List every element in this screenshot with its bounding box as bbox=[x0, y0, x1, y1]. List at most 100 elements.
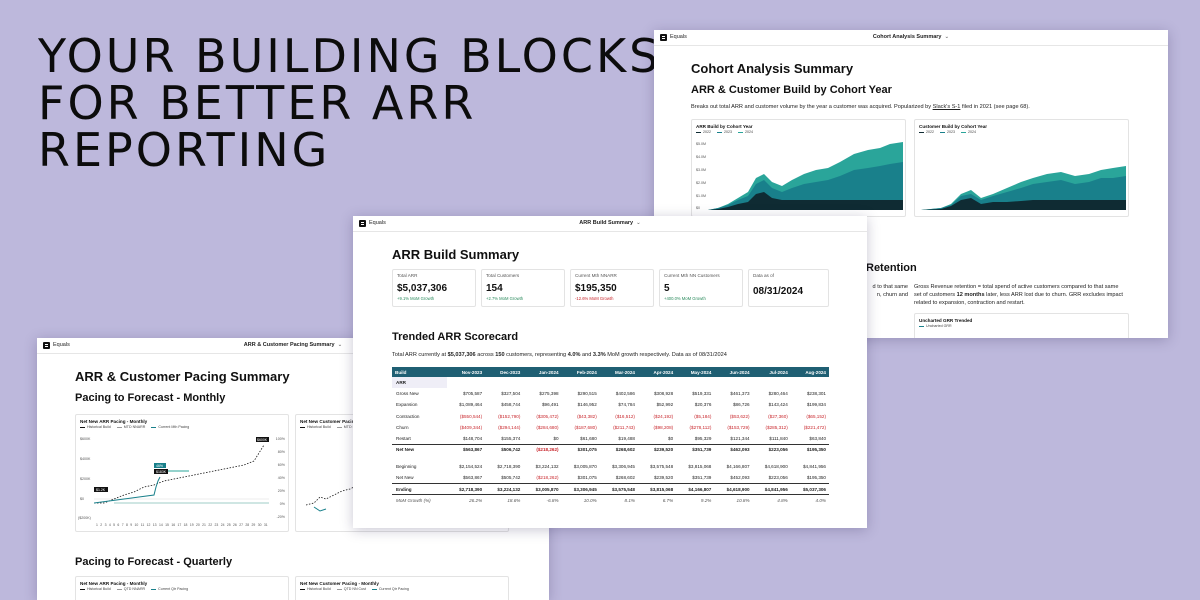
page-selector[interactable]: Cohort Analysis Summary ⌄ bbox=[654, 34, 1168, 40]
table-cell: ($153,729) bbox=[727, 424, 750, 430]
table-cell: $506,742 bbox=[485, 443, 524, 456]
table-cell: $199,834 bbox=[806, 402, 826, 408]
chart-title: Net New ARR Pacing - Monthly bbox=[80, 419, 148, 424]
nnarr-pacing-chart: Net New ARR Pacing - Monthly Historical … bbox=[75, 414, 289, 532]
table-cell: $3,306,945 bbox=[561, 483, 600, 496]
slack-s1-link[interactable]: Slack's S-1 bbox=[932, 104, 961, 110]
table-cell: ($218,262) bbox=[536, 475, 559, 481]
app-name: Equals bbox=[53, 342, 70, 348]
y-tick: ($200K) bbox=[78, 516, 91, 520]
table-cell bbox=[676, 377, 715, 389]
table-cell: $268,602 bbox=[599, 443, 638, 456]
table-row: Gross New $705,587 $327,504 $275,398 $290,51… bbox=[392, 388, 829, 399]
kpi-label: Current Mth NNARR bbox=[575, 273, 617, 278]
table-header-row: Build Nov-2023 Dec-2023 Jan-2024 Feb-2024 Mar… bbox=[392, 367, 829, 377]
table-cell: 10.0% bbox=[583, 498, 597, 504]
app-name: Equals bbox=[670, 34, 687, 40]
table-cell: $143,424 bbox=[768, 402, 788, 408]
x-tick: 19 bbox=[189, 523, 194, 527]
x-tick: 28 bbox=[245, 523, 250, 527]
chart-title: Uncharted GRR Trended bbox=[919, 318, 973, 323]
table-cell: $3,815,068 bbox=[637, 483, 677, 496]
table-cell: $223,056 bbox=[752, 443, 791, 456]
table-cell: $239,520 bbox=[637, 443, 677, 456]
table-cell: ($187,680) bbox=[574, 424, 597, 430]
table-row: Restart $148,704 $155,374 $0 $61,680 $19,488 $… bbox=[392, 433, 829, 444]
page-selector[interactable]: ARR Build Summary ⌄ bbox=[353, 220, 867, 226]
headline-line-1: YOUR BUILDING BLOCKS bbox=[38, 29, 662, 83]
table-cell: ($43,382) bbox=[577, 413, 597, 419]
y-tick: $0 bbox=[80, 497, 84, 501]
table-cell: ($65,152) bbox=[806, 413, 826, 419]
headline-line-3: REPORTING bbox=[38, 123, 331, 177]
table-row: Contraction ($550,544) ($152,790) ($305,472… bbox=[392, 411, 829, 422]
y2-tick: 20% bbox=[277, 489, 285, 493]
retention-left-fragment: d to that same n, churn and bbox=[854, 283, 908, 299]
y2-tick: 0% bbox=[279, 502, 285, 506]
x-tick: 21 bbox=[202, 523, 206, 527]
summary-arr-growth: 4.0% bbox=[567, 352, 581, 358]
x-tick: 6 bbox=[117, 523, 120, 527]
page-selector[interactable]: ARR & Customer Pacing Summary ⌄ bbox=[37, 342, 549, 348]
table-cell: ($278,112) bbox=[689, 424, 712, 430]
table-cell: $223,056 bbox=[768, 475, 788, 481]
table-cell: ($550,544) bbox=[459, 413, 483, 419]
row-label: Restart bbox=[396, 435, 411, 441]
summary-text: and bbox=[580, 352, 593, 358]
section-label: ARR bbox=[392, 377, 447, 389]
y-tick: $2.0M bbox=[696, 181, 706, 185]
table-cell: ($27,360) bbox=[768, 413, 788, 419]
row-label: MoM Growth (%) bbox=[396, 498, 431, 504]
chevron-down-icon: ⌄ bbox=[636, 220, 641, 226]
table-cell bbox=[637, 377, 677, 389]
chart-title: Customer Build by Cohort Year bbox=[919, 124, 988, 129]
x-tick: 7 bbox=[121, 523, 124, 527]
table-cell: $195,350 bbox=[790, 443, 829, 456]
x-tick: 13 bbox=[152, 523, 157, 527]
table-cell bbox=[485, 377, 524, 389]
table-cell: $268,602 bbox=[615, 475, 635, 481]
legend-2023: 2023 bbox=[947, 130, 955, 134]
x-tick: 24 bbox=[220, 523, 225, 527]
ending-row: Ending $2,718,390 $3,224,132 $3,005,870 $3,3… bbox=[392, 483, 829, 496]
x-tick: 16 bbox=[171, 523, 176, 527]
arr-titlebar: Equals ARR Build Summary ⌄ bbox=[353, 216, 867, 232]
legend-pacing: Current Mth Pacing bbox=[158, 425, 190, 429]
mom-growth-row: MoM Growth (%) 26.2% 18.6% -6.8% 10.0% 8.1% 6.… bbox=[392, 495, 829, 506]
x-tick: 23 bbox=[214, 523, 219, 527]
table-cell: $3,224,132 bbox=[485, 483, 524, 496]
column-header: Mar-2024 bbox=[599, 367, 638, 377]
y2-tick: 60% bbox=[277, 463, 285, 467]
column-header: Jan-2024 bbox=[523, 367, 562, 377]
section-title-quarterly: Pacing to Forecast - Quarterly bbox=[75, 556, 233, 568]
legend-qtd: QTD NNARR bbox=[123, 587, 146, 591]
section-description: Breaks out total ARR and customer volume… bbox=[691, 104, 1030, 110]
table-row: Beginning $2,154,524 $2,718,390 $3,224,132 $… bbox=[392, 461, 829, 472]
table-cell: ($5,184) bbox=[694, 413, 712, 419]
section-title-monthly: Pacing to Forecast - Monthly bbox=[75, 392, 226, 404]
table-cell: 18.6% bbox=[507, 498, 521, 504]
cohort-customer-area-svg bbox=[921, 166, 1126, 210]
column-header: Apr-2024 bbox=[637, 367, 677, 377]
legend-historical: Historical Build bbox=[307, 587, 331, 591]
y-tick: $200K bbox=[80, 477, 91, 481]
x-tick: 2 bbox=[100, 523, 103, 527]
x-tick: 29 bbox=[251, 523, 256, 527]
column-header: Jul-2024 bbox=[752, 367, 791, 377]
kpi-growth: +9.1% MoM Growth bbox=[397, 296, 435, 301]
table-cell: $155,374 bbox=[501, 435, 521, 441]
table-cell: ($53,622) bbox=[729, 413, 750, 419]
retention-fragment-line: n, churn and bbox=[876, 292, 908, 298]
kpi-value: 5 bbox=[664, 283, 670, 294]
table-cell: $275,398 bbox=[539, 391, 559, 397]
summary-text: across bbox=[475, 352, 496, 358]
table-cell: $3,575,548 bbox=[599, 483, 638, 496]
x-tick: 3 bbox=[104, 523, 107, 527]
table-cell: 4.0% bbox=[815, 498, 826, 504]
table-cell: $3,224,132 bbox=[535, 464, 559, 470]
cohort-titlebar: Equals Cohort Analysis Summary ⌄ bbox=[654, 30, 1168, 46]
table-cell: 6.7% bbox=[662, 498, 674, 504]
badge-mtd-label: $183K bbox=[156, 470, 167, 474]
x-tick: 18 bbox=[183, 523, 188, 527]
table-cell: 10.8% bbox=[736, 498, 750, 504]
